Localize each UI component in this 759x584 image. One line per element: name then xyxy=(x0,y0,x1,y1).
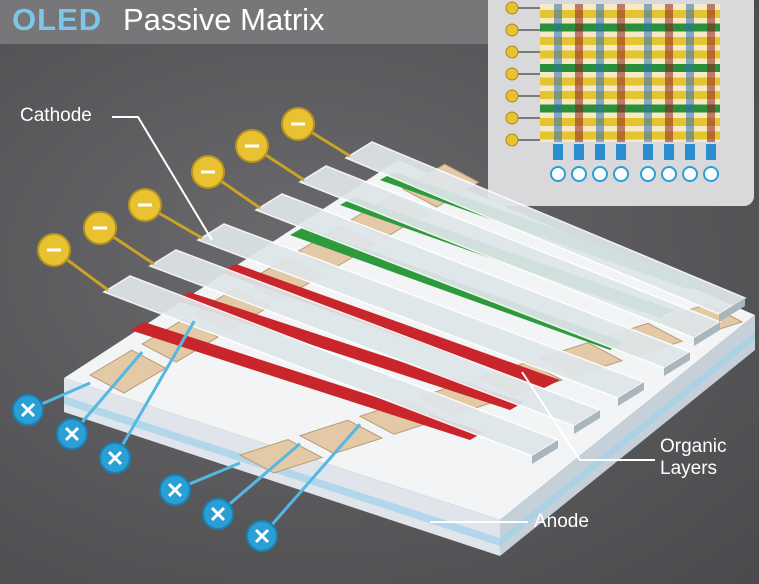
inset-column-tab xyxy=(595,144,605,160)
inset-column-tab xyxy=(574,144,584,160)
inset-row xyxy=(540,23,720,32)
inset-row xyxy=(540,131,720,140)
plus-terminal-icon xyxy=(550,166,566,182)
positive-lead xyxy=(217,442,301,516)
red-organic-layer xyxy=(175,292,524,410)
inset-column xyxy=(575,4,583,142)
minus-terminal-icon xyxy=(505,133,519,147)
cathode-strip-edge xyxy=(532,440,558,464)
plus-glyph xyxy=(210,506,226,522)
title-text: Passive Matrix xyxy=(123,2,325,37)
plus-terminal-icon xyxy=(661,166,677,182)
inset-column xyxy=(686,4,694,142)
inset-column-tab xyxy=(643,144,653,160)
cathode-strip-edge xyxy=(719,298,745,322)
cathode-callout-line xyxy=(112,116,213,241)
inset-row xyxy=(540,91,720,99)
inset-column xyxy=(617,4,625,142)
positive-lead xyxy=(70,351,144,435)
inset-row xyxy=(540,10,720,18)
anode-pad xyxy=(238,438,324,474)
minus-terminal-icon xyxy=(505,111,519,125)
red-organic-layer xyxy=(220,264,560,388)
plus-terminal-icon xyxy=(592,166,608,182)
plus-glyph xyxy=(167,482,183,498)
inset-column-tab xyxy=(664,144,674,160)
inset-row xyxy=(540,37,720,45)
inset-row xyxy=(540,118,720,126)
inset-row xyxy=(540,104,720,113)
minus-terminal-icon xyxy=(505,67,519,81)
cathode-strip-edge xyxy=(694,322,720,346)
label-organic-line1: Organic xyxy=(660,436,727,457)
anode-pad xyxy=(298,419,384,455)
inset-column xyxy=(707,4,715,142)
cathode-strip-edge xyxy=(618,382,644,406)
plus-glyph xyxy=(64,426,80,442)
inset-column xyxy=(644,4,652,142)
label-anode: Anode xyxy=(534,511,589,532)
inset-column-tab xyxy=(616,144,626,160)
positive-lead xyxy=(113,320,196,459)
plus-terminal-icon xyxy=(703,166,719,182)
positive-lead xyxy=(260,423,362,537)
inset-grid xyxy=(505,1,720,182)
title-prefix: OLED xyxy=(12,2,103,37)
minus-terminal-icon xyxy=(505,1,519,15)
inset-column-tab xyxy=(553,144,563,160)
cathode-strip-edge xyxy=(664,352,690,376)
inset-row xyxy=(540,50,720,59)
minus-terminal-icon xyxy=(505,45,519,59)
red-organic-layer xyxy=(130,322,484,440)
inset-column-tab xyxy=(706,144,716,160)
minus-terminal-icon xyxy=(505,23,519,37)
inset-row xyxy=(540,77,720,86)
plus-terminal-icon xyxy=(571,166,587,182)
organic-callout-line xyxy=(521,371,655,461)
plus-terminal-icon xyxy=(682,166,698,182)
inset-column-tab xyxy=(685,144,695,160)
label-organic-layers: Organic Layers xyxy=(660,436,727,480)
plus-terminal-icon xyxy=(613,166,629,182)
label-cathode: Cathode xyxy=(20,105,92,126)
plus-glyph xyxy=(107,450,123,466)
inset-column xyxy=(554,4,562,142)
inset-column xyxy=(596,4,604,142)
plus-glyph xyxy=(20,402,36,418)
plus-terminal-icon xyxy=(640,166,656,182)
plus-glyph xyxy=(254,528,270,544)
title-bar: OLED Passive Matrix xyxy=(0,0,490,44)
inset-row xyxy=(540,64,720,72)
inset-column xyxy=(665,4,673,142)
label-organic-line2: Layers xyxy=(660,458,718,479)
minus-terminal-icon xyxy=(505,89,519,103)
cathode-strip-edge xyxy=(574,410,600,434)
